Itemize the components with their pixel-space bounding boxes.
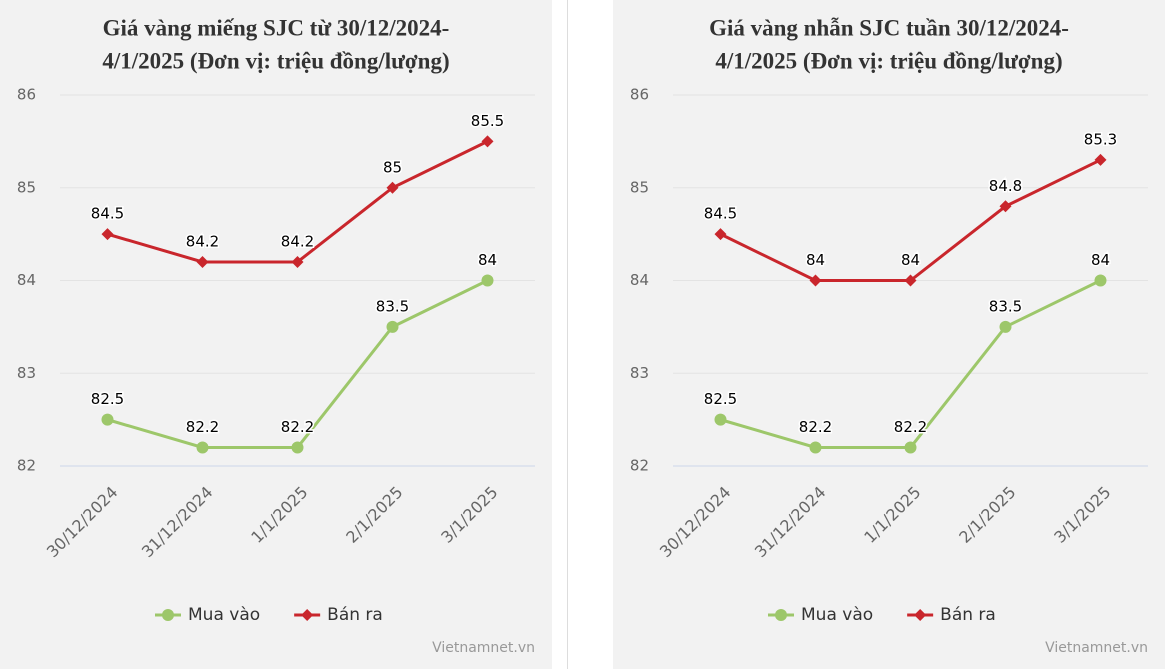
panel-bg <box>613 0 1165 669</box>
legend-marker <box>914 609 927 621</box>
y-tick-label: 86 <box>17 86 36 104</box>
data-label: 84.2 <box>281 232 314 250</box>
legend-label: Mua vào <box>801 605 873 625</box>
data-label: 85.3 <box>1084 130 1117 148</box>
marker <box>999 320 1012 333</box>
y-tick-label: 84 <box>17 271 36 289</box>
marker <box>904 274 917 287</box>
chart-title: 4/1/2025 (Đơn vị: triệu đồng/lượng) <box>715 48 1062 73</box>
marker <box>386 320 399 333</box>
marker <box>386 181 399 194</box>
chart: Giá vàng miếng SJC từ 30/12/2024- 4/1/202… <box>0 0 552 669</box>
y-tick-label: 83 <box>17 364 36 382</box>
y-tick-label: 85 <box>630 178 649 196</box>
marker <box>481 135 494 148</box>
separator <box>567 0 568 669</box>
data-label: 82.5 <box>704 390 737 408</box>
y-tick-label: 82 <box>630 457 649 475</box>
data-label: 83.5 <box>989 297 1022 315</box>
y-tick-label: 86 <box>630 86 649 104</box>
marker <box>809 274 822 287</box>
y-tick-label: 83 <box>630 364 649 382</box>
data-label: 83.5 <box>376 297 409 315</box>
data-label: 82.2 <box>281 418 314 436</box>
legend-marker <box>162 609 174 621</box>
legend-marker <box>775 609 787 621</box>
marker <box>291 441 304 454</box>
data-label: 84 <box>478 251 497 269</box>
y-tick-label: 84 <box>630 271 649 289</box>
legend-label: Bán ra <box>327 605 383 625</box>
marker <box>714 228 727 241</box>
chart-title: Giá vàng nhẫn SJC tuần 30/12/2024- <box>709 15 1069 40</box>
marker <box>101 228 114 241</box>
data-label: 85 <box>383 158 402 176</box>
marker <box>291 255 304 268</box>
data-label: 84 <box>901 251 920 269</box>
data-label: 84 <box>806 251 825 269</box>
data-label: 84 <box>1091 251 1110 269</box>
y-tick-label: 82 <box>17 457 36 475</box>
data-label: 84.5 <box>704 205 737 223</box>
data-label: 84.8 <box>989 177 1022 195</box>
data-label: 84.5 <box>91 205 124 223</box>
panel-bg <box>0 0 552 669</box>
y-tick-label: 85 <box>17 178 36 196</box>
legend-marker <box>301 609 314 621</box>
marker <box>999 200 1012 213</box>
data-label: 82.2 <box>186 418 219 436</box>
marker <box>714 413 727 426</box>
chart-title: 4/1/2025 (Đơn vị: triệu đồng/lượng) <box>102 48 449 73</box>
chart-title: Giá vàng miếng SJC từ 30/12/2024- <box>103 15 450 40</box>
marker <box>904 441 917 454</box>
data-label: 82.2 <box>799 418 832 436</box>
data-label: 82.5 <box>91 390 124 408</box>
data-label: 85.5 <box>471 112 504 130</box>
marker <box>809 441 822 454</box>
data-label: 84.2 <box>186 232 219 250</box>
chart: Giá vàng nhẫn SJC tuần 30/12/2024- 4/1/20… <box>613 0 1165 669</box>
marker <box>481 274 494 287</box>
legend-label: Bán ra <box>940 605 996 625</box>
marker <box>196 441 209 454</box>
marker <box>101 413 114 426</box>
legend-label: Mua vào <box>188 605 260 625</box>
source: Vietnamnet.vn <box>1045 640 1148 656</box>
data-label: 82.2 <box>894 418 927 436</box>
marker <box>1094 274 1107 287</box>
source: Vietnamnet.vn <box>432 640 535 656</box>
marker <box>196 255 209 268</box>
marker <box>1094 153 1107 166</box>
